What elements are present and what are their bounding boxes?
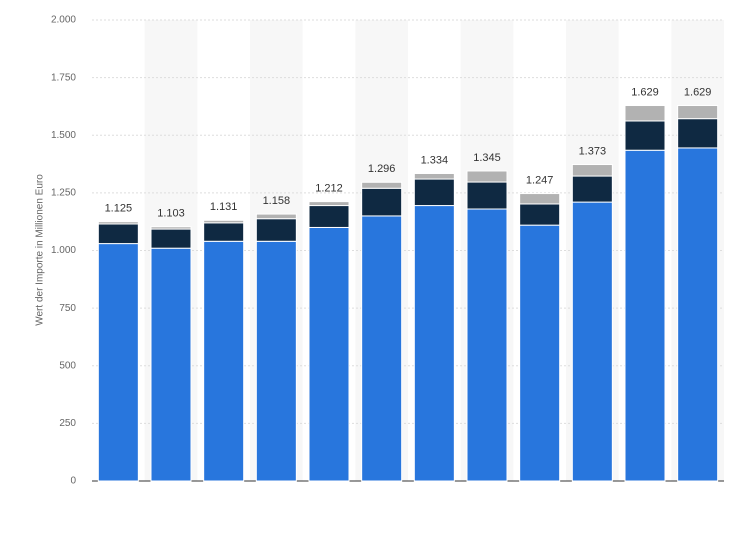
- total-label: 1.373: [579, 145, 607, 157]
- bar-segment: [466, 208, 508, 482]
- bar-segment: [150, 247, 192, 482]
- bar-segment: [150, 226, 192, 230]
- bar-segment: [677, 105, 719, 120]
- total-label: 1.125: [105, 203, 133, 215]
- bar-segment: [466, 170, 508, 183]
- bar-segment: [466, 181, 508, 210]
- y-tick-label: 1.500: [51, 130, 76, 141]
- total-label: 1.212: [315, 183, 343, 195]
- bar-segment: [97, 243, 139, 482]
- bar-segment: [255, 240, 297, 482]
- bar-segment: [413, 178, 455, 207]
- bar-segment: [413, 173, 455, 180]
- bar-segment: [361, 187, 403, 217]
- bar-segment: [361, 215, 403, 482]
- bar-segment: [203, 219, 245, 224]
- y-tick-label: 2.000: [51, 15, 76, 26]
- y-tick-label: 250: [59, 418, 76, 429]
- total-label: 1.296: [368, 163, 396, 175]
- total-label: 1.131: [210, 201, 238, 213]
- bar-segment: [519, 224, 561, 482]
- total-label: 1.334: [421, 154, 449, 166]
- bar-segment: [308, 226, 350, 482]
- bar-segment: [150, 228, 192, 249]
- bar-segment: [624, 120, 666, 151]
- bar-segment: [308, 201, 350, 207]
- y-tick-label: 0: [70, 476, 76, 487]
- bar-segment: [203, 240, 245, 482]
- bar-segment: [308, 205, 350, 228]
- bar-segment: [571, 164, 613, 177]
- total-label: 1.629: [631, 86, 659, 98]
- bar-segment: [97, 223, 139, 245]
- y-axis-label: Wert der Importe in Millionen Euro: [35, 174, 46, 326]
- bar-segment: [571, 201, 613, 482]
- y-tick-label: 500: [59, 360, 76, 371]
- bar-segment: [519, 203, 561, 226]
- bar-segment: [519, 193, 561, 205]
- y-tick-label: 750: [59, 303, 76, 314]
- y-tick-label: 1.750: [51, 72, 76, 83]
- bar-segment: [361, 181, 403, 189]
- bar-segment: [624, 149, 666, 482]
- total-label: 1.345: [473, 152, 501, 164]
- bar-segment: [255, 213, 297, 220]
- bar-segment: [624, 105, 666, 122]
- total-label: 1.247: [526, 174, 554, 186]
- total-label: 1.629: [684, 86, 712, 98]
- bar-segment: [677, 118, 719, 149]
- y-tick-label: 1.250: [51, 188, 76, 199]
- bar-segment: [413, 205, 455, 482]
- y-tick-label: 1.000: [51, 245, 76, 256]
- bar-segment: [677, 147, 719, 482]
- total-label: 1.103: [157, 208, 185, 220]
- total-label: 1.158: [263, 195, 291, 207]
- bar-segment: [255, 218, 297, 242]
- bar-segment: [571, 175, 613, 203]
- bar-segment: [203, 222, 245, 242]
- bar-segment: [97, 221, 139, 225]
